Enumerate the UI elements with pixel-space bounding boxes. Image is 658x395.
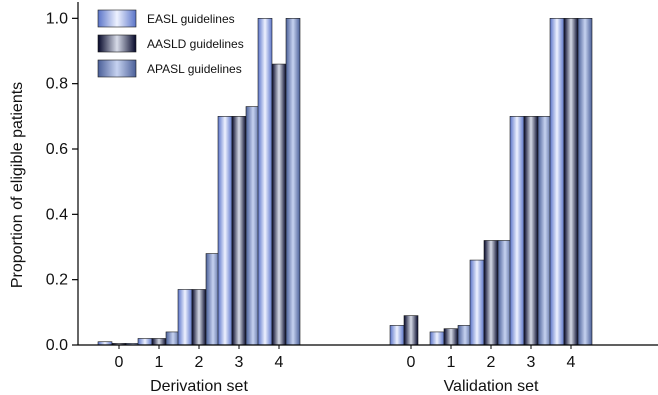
bar-validation-cat2-easl xyxy=(469,259,485,346)
legend-label: EASL guidelines xyxy=(147,12,235,26)
x-tick-label: 4 xyxy=(567,354,576,371)
bar-validation-cat4-easl xyxy=(549,18,565,346)
legend-label: APASL guidelines xyxy=(147,62,242,76)
x-tick-label: 0 xyxy=(407,354,416,371)
x-tick-label: 4 xyxy=(275,354,284,371)
bar-validation-cat4-apasl xyxy=(577,18,593,346)
bar-derivation-cat1-aasld xyxy=(151,338,167,346)
bar-derivation-cat2-aasld xyxy=(191,289,207,346)
x-tick-label: 2 xyxy=(195,354,204,371)
x-tick-label: 3 xyxy=(527,354,536,371)
bar-validation-cat2-aasld xyxy=(483,240,499,346)
x-tick-label: 1 xyxy=(447,354,456,371)
y-tick-label: 1.0 xyxy=(46,10,68,27)
bar-derivation-cat4-aasld xyxy=(271,63,287,346)
x-group-label: Validation set xyxy=(444,378,539,395)
y-tick-label: 0.0 xyxy=(46,337,68,354)
legend: EASL guidelines AASLD guidelines APASL gui… xyxy=(97,9,244,78)
bar-derivation-cat4-apasl xyxy=(285,18,301,346)
bar-derivation-cat3-aasld xyxy=(231,116,247,346)
legend-swatch xyxy=(97,9,137,28)
bar-validation-cat1-easl xyxy=(429,331,445,346)
y-tick-label: 0.2 xyxy=(46,272,68,289)
x-tick-label: 0 xyxy=(115,354,124,371)
bar-validation-cat3-easl xyxy=(509,116,525,346)
axes-layer: 0.0 0.2 0.4 0.6 0.8 1.0 0 1 2 3 4 Derivation set 0 1 2… xyxy=(46,2,658,395)
legend-swatch xyxy=(97,59,137,78)
bar-validation-cat0-aasld xyxy=(403,315,419,346)
y-tick-label: 0.6 xyxy=(46,141,68,158)
bar-validation-cat0-easl xyxy=(389,325,405,346)
x-group-label: Derivation set xyxy=(150,378,248,395)
bar-validation-cat3-aasld xyxy=(523,116,539,346)
bar-derivation-cat2-easl xyxy=(177,289,193,346)
bar-derivation-cat4-easl xyxy=(257,18,273,346)
bar-derivation-cat1-easl xyxy=(137,338,153,346)
bar-validation-cat4-aasld xyxy=(563,18,579,346)
y-tick-label: 0.8 xyxy=(46,76,68,93)
y-tick-label: 0.4 xyxy=(46,206,68,223)
legend-label: AASLD guidelines xyxy=(147,37,244,51)
bars-layer xyxy=(97,18,593,346)
legend-swatch xyxy=(97,34,137,53)
bar-validation-cat1-aasld xyxy=(443,328,459,346)
x-tick-label: 2 xyxy=(487,354,496,371)
bar-derivation-cat3-easl xyxy=(217,116,233,346)
x-tick-label: 3 xyxy=(235,354,244,371)
y-axis-title: Proportion of eligible patients xyxy=(9,82,26,288)
x-tick-label: 1 xyxy=(155,354,164,371)
